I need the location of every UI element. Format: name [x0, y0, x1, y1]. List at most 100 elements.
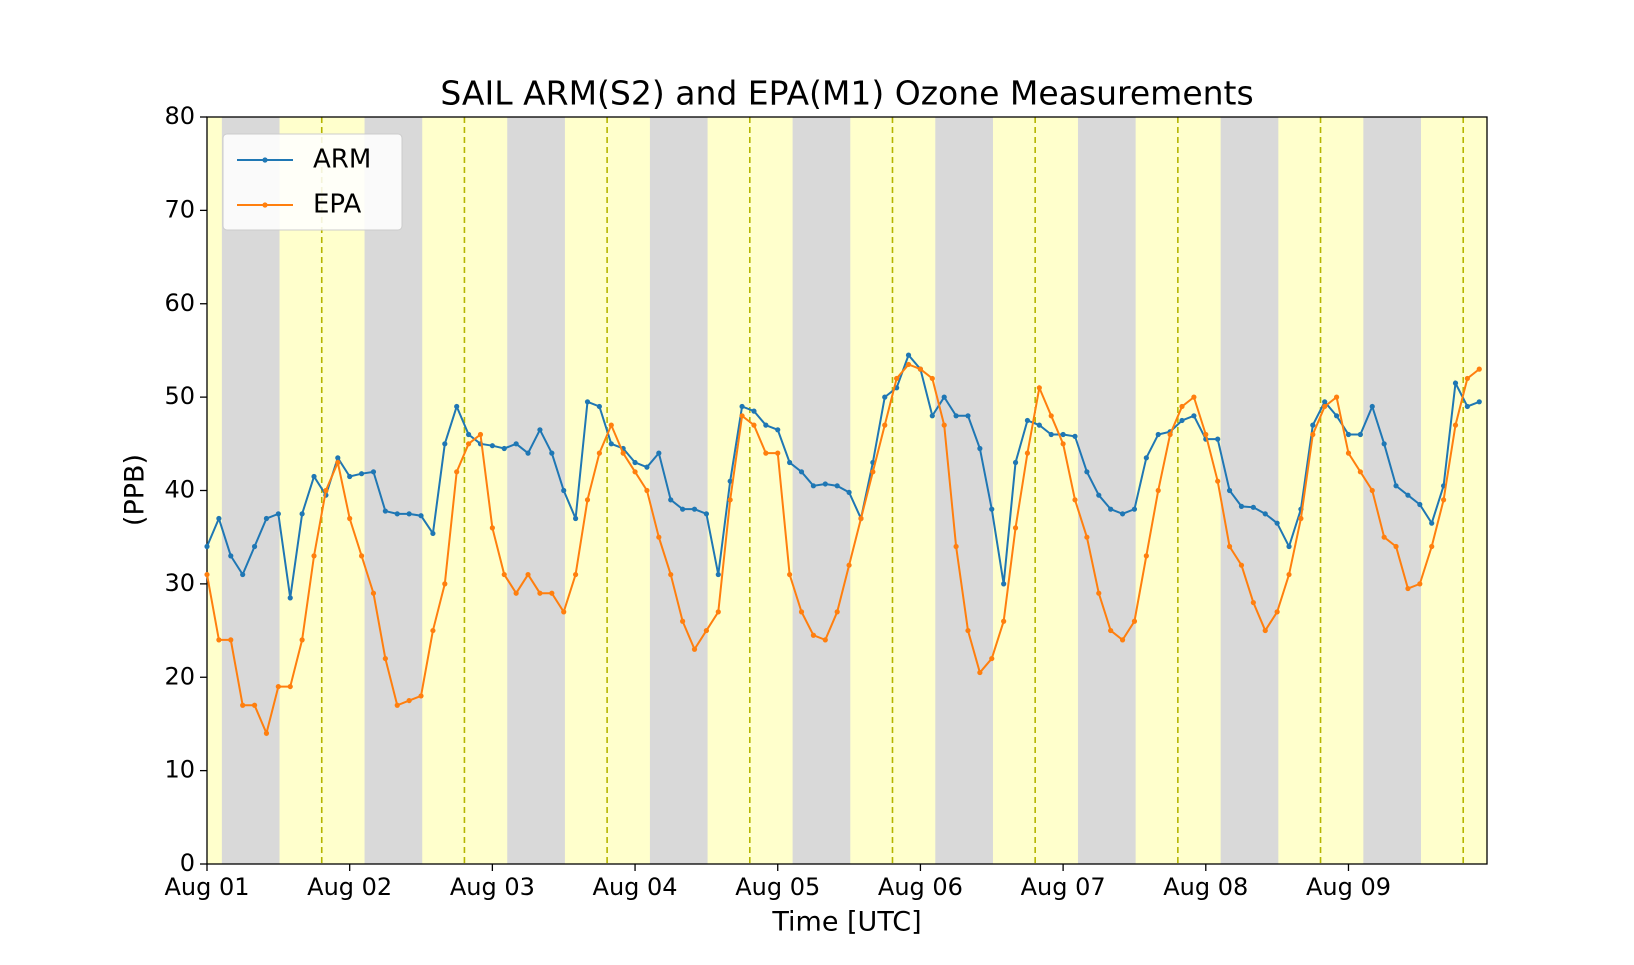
data-point	[715, 571, 721, 578]
data-point	[1143, 455, 1149, 461]
x-tick-label: Aug 09	[1306, 873, 1391, 901]
data-point	[1119, 511, 1126, 517]
data-point	[691, 646, 698, 652]
data-point	[263, 515, 270, 522]
data-point	[1226, 543, 1233, 550]
night-band	[221, 117, 280, 864]
data-point	[1417, 581, 1423, 587]
data-point	[691, 506, 698, 512]
data-point	[798, 469, 805, 475]
data-point	[929, 413, 935, 419]
data-point	[870, 469, 876, 475]
data-point	[299, 637, 305, 643]
data-point	[240, 702, 246, 708]
data-point	[347, 515, 353, 522]
data-point	[240, 571, 246, 578]
data-point	[537, 590, 543, 596]
data-point	[751, 408, 757, 414]
data-point	[1322, 403, 1328, 410]
legend-label: EPA	[313, 190, 361, 220]
data-point	[1476, 399, 1482, 405]
data-point	[430, 627, 436, 634]
data-point	[1001, 581, 1007, 587]
data-point	[965, 627, 971, 634]
y-tick-label: 30	[164, 569, 195, 597]
data-point	[1060, 431, 1066, 438]
legend-marker	[262, 157, 268, 163]
data-point	[1274, 520, 1280, 526]
data-point	[775, 427, 781, 433]
data-point	[1322, 399, 1328, 405]
data-point	[787, 571, 793, 578]
data-point	[251, 543, 258, 550]
data-point	[489, 525, 495, 531]
data-point	[787, 459, 793, 466]
data-point	[1262, 627, 1268, 634]
data-point	[1036, 385, 1042, 391]
data-point	[632, 469, 638, 475]
data-point	[953, 413, 959, 419]
x-tick-label: Aug 03	[450, 873, 535, 901]
data-point	[1238, 562, 1245, 568]
data-point	[1405, 585, 1411, 592]
data-point	[204, 543, 210, 550]
data-point	[1001, 618, 1007, 624]
y-tick-label: 80	[164, 102, 195, 130]
x-axis-label: Time [UTC]	[771, 907, 921, 938]
data-point	[537, 427, 543, 433]
data-point	[739, 403, 745, 410]
data-point	[1357, 431, 1363, 438]
data-point	[442, 441, 448, 447]
data-point	[882, 394, 888, 400]
data-point	[596, 403, 602, 410]
data-point	[525, 571, 531, 578]
x-tick-label: Aug 07	[1021, 873, 1106, 901]
data-point	[668, 571, 674, 578]
data-point	[989, 655, 995, 662]
data-point	[1048, 413, 1054, 419]
data-point	[358, 553, 365, 559]
data-point	[228, 553, 234, 559]
y-tick-label: 50	[164, 382, 195, 410]
data-point	[549, 590, 555, 596]
data-point	[941, 422, 947, 428]
data-point	[454, 469, 460, 475]
data-point	[1179, 417, 1185, 424]
data-point	[1452, 380, 1459, 386]
data-point	[454, 403, 460, 410]
data-point	[751, 422, 757, 428]
data-point	[656, 534, 662, 540]
data-point	[1060, 441, 1066, 447]
data-point	[275, 511, 281, 517]
data-point	[810, 632, 817, 638]
data-point	[703, 627, 709, 634]
data-point	[335, 455, 341, 461]
data-point	[561, 609, 567, 615]
data-point	[620, 450, 626, 456]
data-point	[1333, 413, 1340, 419]
data-point	[1333, 394, 1340, 400]
x-tick-label: Aug 04	[593, 873, 678, 901]
data-point	[573, 571, 579, 578]
legend-label: ARM	[313, 145, 371, 175]
data-point	[1096, 590, 1102, 596]
data-point	[442, 581, 448, 587]
data-point	[668, 497, 674, 503]
data-point	[656, 450, 662, 456]
data-point	[929, 375, 935, 382]
data-point	[1012, 459, 1019, 466]
data-point	[596, 450, 602, 456]
data-point	[608, 441, 614, 447]
data-point	[394, 702, 400, 708]
data-point	[1131, 506, 1138, 512]
data-point	[1381, 534, 1387, 540]
data-point	[810, 483, 817, 489]
data-point	[680, 618, 686, 624]
data-point	[727, 478, 733, 484]
data-point	[1036, 422, 1042, 428]
data-point	[644, 464, 650, 470]
y-tick-label: 20	[164, 662, 195, 690]
data-point	[216, 515, 222, 522]
data-point	[644, 487, 650, 494]
